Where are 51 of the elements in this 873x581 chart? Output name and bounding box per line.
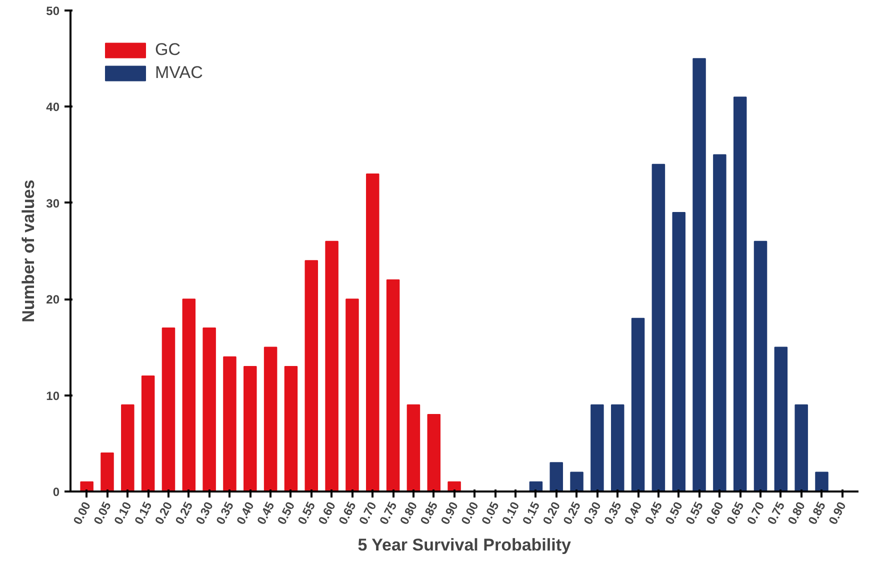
bar	[652, 164, 666, 492]
bar	[121, 404, 134, 492]
y-tick-label: 20	[46, 292, 60, 307]
x-tick-label: 0.10	[499, 499, 522, 527]
bar	[570, 472, 584, 492]
bar	[672, 212, 686, 492]
y-tick-label: 30	[46, 196, 60, 210]
bar	[162, 327, 176, 492]
y-tick-label: 10	[46, 388, 60, 403]
x-tick-label: 0.20	[152, 499, 176, 527]
bar	[304, 260, 318, 492]
x-tick-label: 0.70	[744, 499, 768, 527]
x-tick-label: 0.15	[132, 499, 155, 527]
y-tick-label: 40	[46, 100, 60, 114]
bar	[610, 404, 624, 492]
bar	[80, 481, 94, 492]
bar	[244, 366, 257, 492]
bar	[550, 462, 563, 492]
x-axis-title: 5 Year Survival Probability	[358, 535, 572, 554]
legend-label: MVAC	[155, 63, 203, 83]
bar	[182, 298, 196, 492]
bar	[325, 240, 338, 492]
bar	[202, 327, 216, 492]
y-tick-label: 0	[52, 485, 60, 499]
bar	[631, 318, 645, 492]
bar	[754, 240, 768, 492]
bar	[366, 174, 380, 492]
bar	[223, 356, 236, 492]
bar	[774, 346, 788, 492]
bar	[713, 154, 726, 492]
bar	[427, 414, 441, 492]
bar	[590, 404, 604, 492]
bar	[448, 481, 461, 492]
legend-label: GC	[155, 40, 180, 60]
bar	[346, 298, 359, 492]
x-tick-label: 0.45	[254, 499, 278, 527]
bar	[100, 452, 114, 492]
bar	[141, 376, 155, 492]
bar	[284, 366, 298, 492]
bar	[815, 472, 828, 492]
x-tick-label: 0.75	[376, 499, 400, 527]
bar	[264, 346, 278, 492]
y-tick-label: 50	[46, 4, 60, 18]
bar	[733, 96, 747, 492]
bar	[406, 404, 420, 492]
bar	[692, 58, 706, 492]
bar	[386, 279, 400, 492]
x-tick-label: 0.50	[274, 499, 298, 527]
bar	[794, 404, 808, 492]
x-tick-label: 0.40	[622, 499, 645, 527]
y-axis-title: Number of values	[19, 180, 38, 322]
